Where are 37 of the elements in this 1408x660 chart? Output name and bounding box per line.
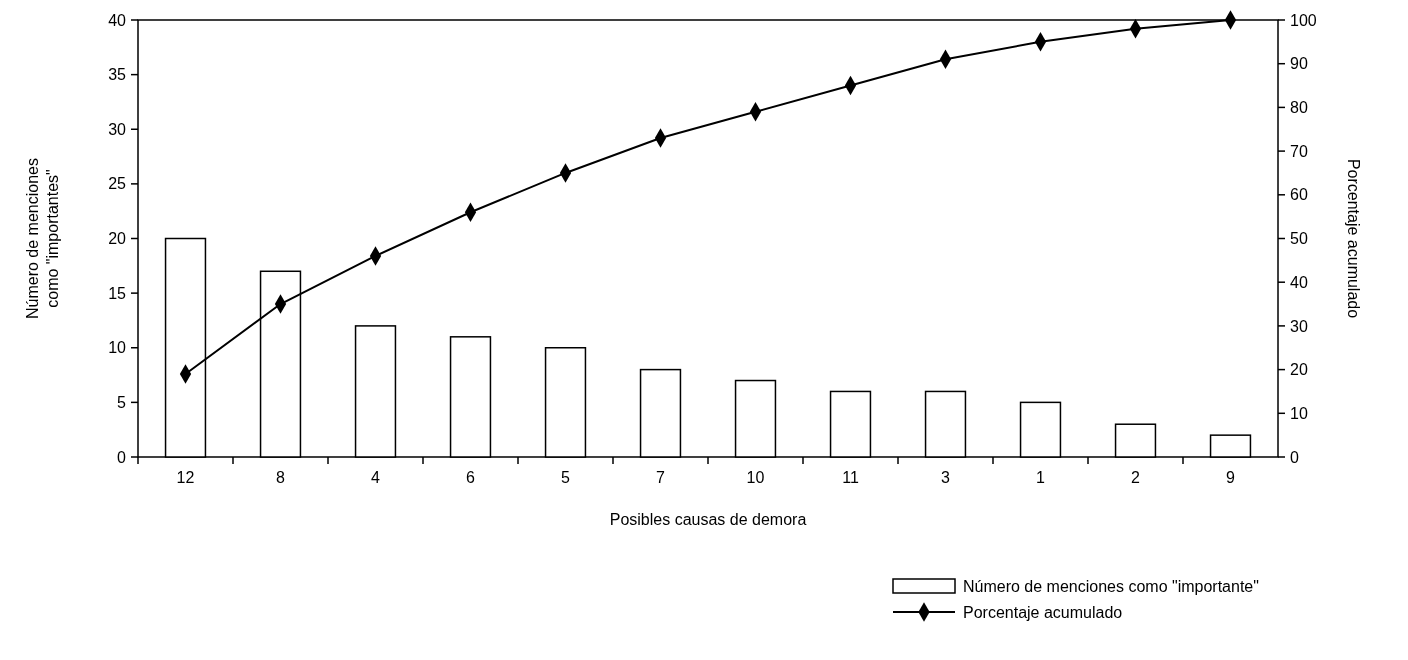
y2-tick-label: 80	[1290, 99, 1308, 116]
x-tick-label: 5	[561, 469, 571, 486]
y2-axis-title: Porcentaje acumulado	[1345, 158, 1362, 319]
x-tick-label: 4	[371, 469, 381, 486]
y-axis-title: Número de menciones como "importantes"	[24, 158, 61, 319]
x-tick-label: 6	[466, 469, 476, 486]
x-tick-label: 2	[1131, 469, 1141, 486]
x-tick-label: 8	[276, 469, 286, 486]
y-tick-label: 0	[117, 448, 127, 466]
y2-tick-label: 30	[1290, 317, 1308, 335]
x-tick-label: 12	[176, 469, 195, 486]
y2-tick-label: 100	[1290, 11, 1317, 29]
y2-tick-label: 20	[1290, 361, 1308, 379]
y-tick-label: 15	[108, 284, 127, 302]
x-tick-label: 10	[746, 469, 765, 486]
y-tick-label: 20	[108, 230, 127, 248]
y2-tick-label: 10	[1290, 404, 1308, 422]
x-tick-label: 1	[1036, 469, 1046, 486]
y2-tick-label: 60	[1290, 186, 1308, 204]
x-tick-label: 11	[842, 469, 859, 486]
y2-tick-label: 90	[1290, 55, 1308, 73]
y-tick-label: 25	[108, 175, 127, 193]
x-axis-title: Posibles causas de demora	[609, 511, 807, 528]
x-tick-label: 9	[1226, 469, 1236, 486]
y-tick-label: 40	[108, 11, 127, 29]
y-tick-label: 30	[108, 120, 127, 138]
legend-label: Número de menciones como "importante"	[963, 577, 1259, 595]
x-tick-label: 3	[941, 469, 951, 486]
y2-tick-label: 40	[1290, 273, 1308, 291]
y-tick-label: 5	[117, 393, 127, 411]
y2-tick-label: 70	[1290, 142, 1308, 160]
y2-tick-label: 0	[1290, 448, 1299, 466]
y-tick-label: 35	[108, 66, 127, 84]
x-tick-label: 7	[656, 469, 666, 486]
y2-tick-label: 50	[1290, 230, 1308, 248]
y-tick-label: 10	[108, 339, 127, 357]
legend-label: Porcentaje acumulado	[963, 603, 1123, 621]
